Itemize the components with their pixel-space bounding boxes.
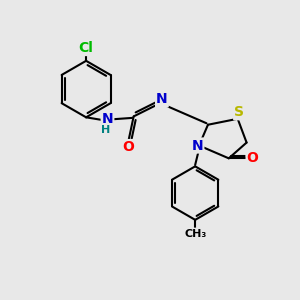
Text: N: N (192, 139, 203, 152)
Text: O: O (247, 151, 259, 165)
Text: H: H (101, 125, 111, 135)
Text: O: O (122, 140, 134, 154)
Text: Cl: Cl (79, 41, 94, 55)
Text: CH₃: CH₃ (184, 229, 206, 238)
Text: S: S (234, 105, 244, 119)
Text: N: N (102, 112, 113, 126)
Text: N: N (156, 92, 168, 106)
